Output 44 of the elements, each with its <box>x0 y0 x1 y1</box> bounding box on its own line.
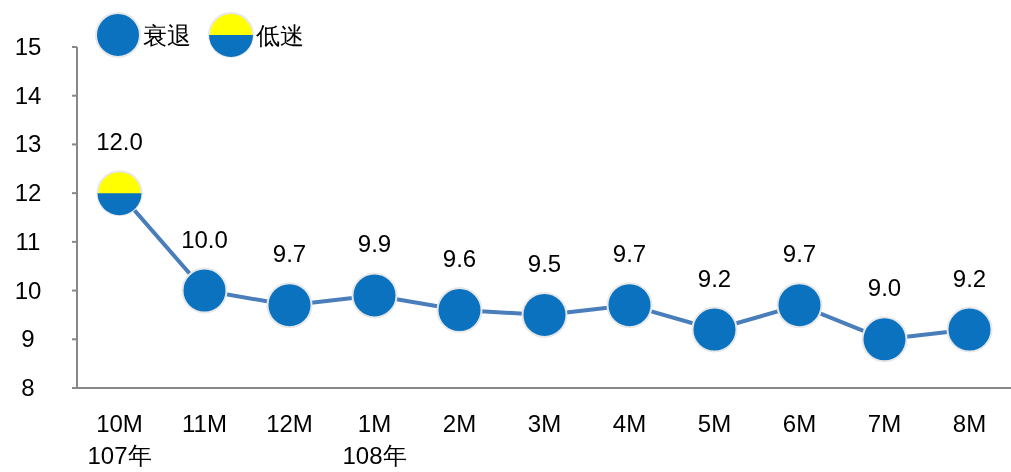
point <box>436 287 483 334</box>
data-label: 9.2 <box>952 264 987 292</box>
data-label: 9.5 <box>527 249 562 277</box>
legend-label: 低迷 <box>256 22 304 49</box>
data-label: 9.9 <box>357 230 392 258</box>
x-tick-label: 6M <box>782 410 817 437</box>
data-label: 9.6 <box>442 245 477 273</box>
x-tick-label: 5M <box>697 410 732 437</box>
point <box>181 267 228 314</box>
x-tick-label: 4M <box>612 410 647 437</box>
point <box>946 306 993 353</box>
x-tick-label: 1M 108年 <box>342 410 407 469</box>
x-tick-label: 2M <box>442 410 477 437</box>
y-tick-label: 15 <box>14 33 42 60</box>
data-label: 10.0 <box>181 225 228 253</box>
point <box>351 272 398 319</box>
legend-低迷: 低迷 <box>208 12 304 58</box>
x-tick-label: 11M <box>182 410 227 437</box>
x-tick-label: 7M <box>867 410 902 437</box>
x-tick-label: 12M <box>266 410 313 437</box>
point <box>266 282 313 329</box>
point <box>691 306 738 353</box>
x-tick-label: 8M <box>952 410 987 437</box>
y-tick-label: 13 <box>14 130 42 158</box>
x-tick-label: 3M <box>527 410 562 437</box>
data-label: 9.7 <box>272 240 307 268</box>
legend-衰退: 衰退 <box>95 12 191 58</box>
y-tick-label: 14 <box>14 81 42 109</box>
y-tick-label: 10 <box>14 276 42 304</box>
data-label: 12.0 <box>96 128 143 156</box>
data-label: 9.0 <box>867 274 902 302</box>
y-tick-label: 12 <box>14 179 42 207</box>
legend-label: 衰退 <box>143 22 191 49</box>
point <box>606 282 653 329</box>
y-tick-label: 9 <box>21 325 35 353</box>
point <box>776 282 823 329</box>
data-label: 9.7 <box>782 240 817 268</box>
point <box>861 316 908 363</box>
y-tick-label: 8 <box>21 374 35 401</box>
point <box>521 291 568 338</box>
data-label: 9.2 <box>697 264 732 292</box>
y-tick-label: 11 <box>15 227 41 255</box>
data-label: 9.7 <box>612 240 647 268</box>
x-tick-label: 10M 107年 <box>87 410 152 469</box>
